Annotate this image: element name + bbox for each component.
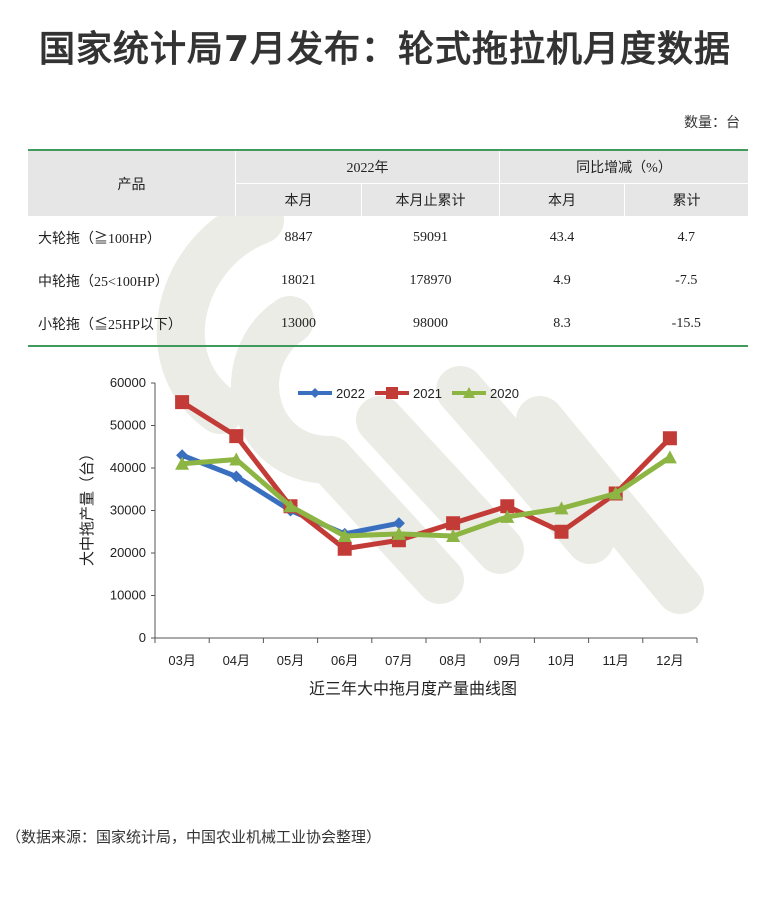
page-title: 国家统计局7月发布：轮式拖拉机月度数据 (38, 29, 732, 70)
marker-triangle (337, 529, 352, 542)
row-name: 小轮拖（≦25HP以下） (28, 302, 236, 347)
header-product: 产品 (28, 149, 236, 216)
marker-triangle (283, 499, 298, 513)
row-month: 8847 (284, 229, 313, 245)
y-axis-label: 大中拖产量（台） (79, 446, 96, 566)
marker-square (554, 524, 569, 539)
marker-diamond (392, 517, 405, 530)
marker-diamond (176, 449, 189, 462)
chart-legend: 2022 2021 2020 (298, 386, 519, 401)
table-row: 大轮拖（≧100HP） 8847 59091 43.4 4.7 (28, 216, 748, 259)
series-line-2020 (179, 454, 673, 539)
y-tick-label: 50000 (110, 418, 146, 433)
row-yoy-month: 43.4 (549, 229, 575, 245)
marker-square (446, 516, 461, 531)
table-row: 中轮拖（25<100HP） 18021 178970 4.9 -7.5 (28, 259, 748, 302)
y-tick-label: 0 (139, 630, 146, 645)
header-yoy-total: 累计 (624, 183, 748, 216)
series-2021 (175, 395, 677, 556)
header-month: 本月 (235, 183, 362, 216)
marker-triangle (662, 450, 677, 464)
marker-triangle (446, 529, 461, 542)
chart-series (175, 395, 677, 556)
header-yoy-month: 本月 (499, 183, 625, 216)
table-header-row: 产品 2022年 同比增减（%） (28, 149, 748, 216)
x-tick-label: 07月 (385, 653, 412, 668)
x-tick-label: 12月 (656, 653, 683, 668)
x-tick-label: 11月 (602, 653, 629, 668)
row-cumulative: 59091 (413, 229, 448, 245)
x-tick-label: 05月 (277, 653, 304, 668)
x-tick-label: 04月 (223, 653, 250, 668)
series-line-2022 (179, 452, 402, 537)
series-2020 (175, 450, 677, 542)
legend-label: 2020 (490, 386, 519, 401)
header-2022-group: 2022年 (235, 149, 500, 184)
x-tick-label: 09月 (494, 653, 521, 668)
marker-diamond (310, 388, 320, 398)
marker-triangle (554, 501, 569, 515)
row-name: 中轮拖（25<100HP） (38, 274, 169, 290)
y-tick-label: 10000 (110, 588, 146, 603)
series-line-2021 (179, 399, 673, 552)
production-table: 产品 2022年 同比增减（%） 本月 本月止累计 本月 累计 大轮拖（≧100… (28, 149, 748, 347)
header-yoy-group: 同比增减（%） (499, 149, 748, 184)
marker-triangle (229, 452, 244, 466)
legend-label: 2022 (336, 386, 365, 401)
y-tick-label: 60000 (110, 375, 146, 390)
chart-title: 近三年大中拖月度产量曲线图 (309, 680, 517, 698)
marker-square (229, 429, 244, 444)
marker-square (386, 387, 398, 399)
chart-axes: 0 10000 20000 30000 40000 50000 60000 03月 04月 05月… (110, 375, 698, 668)
row-month: 13000 (235, 302, 362, 347)
row-yoy-month: 8.3 (499, 302, 625, 347)
table-subheader-row: 本月 本月止累计 本月 累计 (28, 183, 748, 216)
row-yoy-total: 4.7 (677, 229, 696, 245)
table-row: 小轮拖（≦25HP以下） 13000 98000 8.3 -15.5 (28, 302, 748, 347)
marker-square (337, 541, 352, 556)
y-tick-label: 30000 (110, 503, 146, 518)
marker-diamond (230, 470, 243, 483)
x-tick-label: 06月 (331, 653, 358, 668)
marker-square (175, 395, 190, 410)
marker-square (500, 499, 515, 514)
row-yoy-total: -7.5 (675, 272, 698, 288)
marker-square (662, 431, 677, 446)
marker-triangle (500, 509, 515, 523)
x-tick-label: 08月 (439, 653, 466, 668)
row-name: 大轮拖（≧100HP） (38, 231, 161, 247)
row-cumulative: 98000 (361, 302, 500, 347)
line-chart: 0 10000 20000 30000 40000 50000 60000 03月 04月 05月… (79, 375, 698, 698)
row-yoy-month: 4.9 (553, 272, 571, 288)
marker-triangle (391, 526, 406, 540)
unit-note: 数量：台 (684, 115, 740, 131)
marker-triangle (463, 387, 475, 398)
source-note: （数据来源：国家统计局，中国农业机械工业协会整理） (6, 830, 382, 846)
marker-triangle (608, 486, 623, 500)
marker-triangle (175, 456, 190, 470)
row-month: 18021 (281, 272, 316, 288)
x-tick-label: 10月 (548, 653, 575, 668)
row-yoy-total: -15.5 (624, 302, 748, 347)
y-tick-label: 40000 (110, 460, 146, 475)
header-cumulative: 本月止累计 (361, 183, 500, 216)
x-tick-label: 03月 (168, 653, 195, 668)
y-tick-label: 20000 (110, 545, 146, 560)
row-cumulative: 178970 (409, 272, 452, 288)
legend-label: 2021 (413, 386, 442, 401)
